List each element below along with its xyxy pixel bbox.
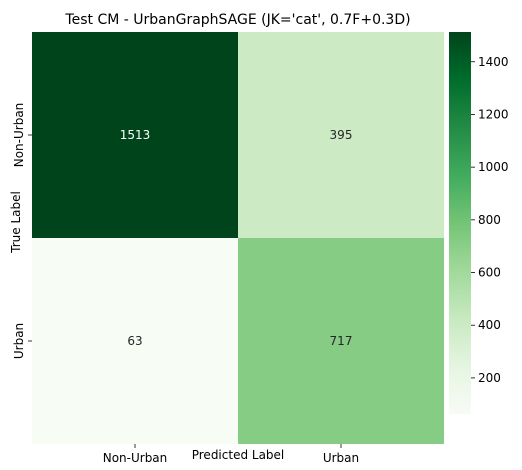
heatmap-cells xyxy=(32,32,444,444)
heatmap-cell xyxy=(238,238,444,444)
colorbar-tick-label: 400 xyxy=(478,318,501,332)
y-tick-label: Non-Urban xyxy=(12,103,26,168)
colorbar-tick-label: 800 xyxy=(478,213,501,227)
colorbar xyxy=(449,32,471,414)
y-axis-label: True Label xyxy=(9,191,23,254)
x-tick-label: Non-Urban xyxy=(103,451,168,465)
y-tick-label: Urban xyxy=(12,323,26,359)
colorbar-tick-label: 1000 xyxy=(478,160,509,174)
cell-value-label: 1513 xyxy=(120,128,151,142)
x-axis: Non-Urban Urban xyxy=(103,444,359,465)
x-tick-label: Urban xyxy=(323,451,359,465)
colorbar-tick-label: 200 xyxy=(478,371,501,385)
y-axis: Non-Urban Urban xyxy=(12,103,32,359)
heatmap-cell-labels: 1513 395 63 717 xyxy=(120,128,353,348)
heatmap-cell xyxy=(238,32,444,238)
cell-value-label: 395 xyxy=(330,128,353,142)
chart-title: Test CM - UrbanGraphSAGE (JK='cat', 0.7F… xyxy=(64,12,410,28)
colorbar-tick-label: 1400 xyxy=(478,55,509,69)
colorbar-axis: 200 400 600 800 1000 1200 1400 xyxy=(471,55,509,385)
heatmap-cell xyxy=(32,32,238,238)
heatmap-cell xyxy=(32,238,238,444)
cell-value-label: 63 xyxy=(127,334,142,348)
x-axis-label: Predicted Label xyxy=(192,448,285,462)
cell-value-label: 717 xyxy=(330,334,353,348)
colorbar-tick-label: 1200 xyxy=(478,107,509,121)
colorbar-tick-label: 600 xyxy=(478,266,501,280)
